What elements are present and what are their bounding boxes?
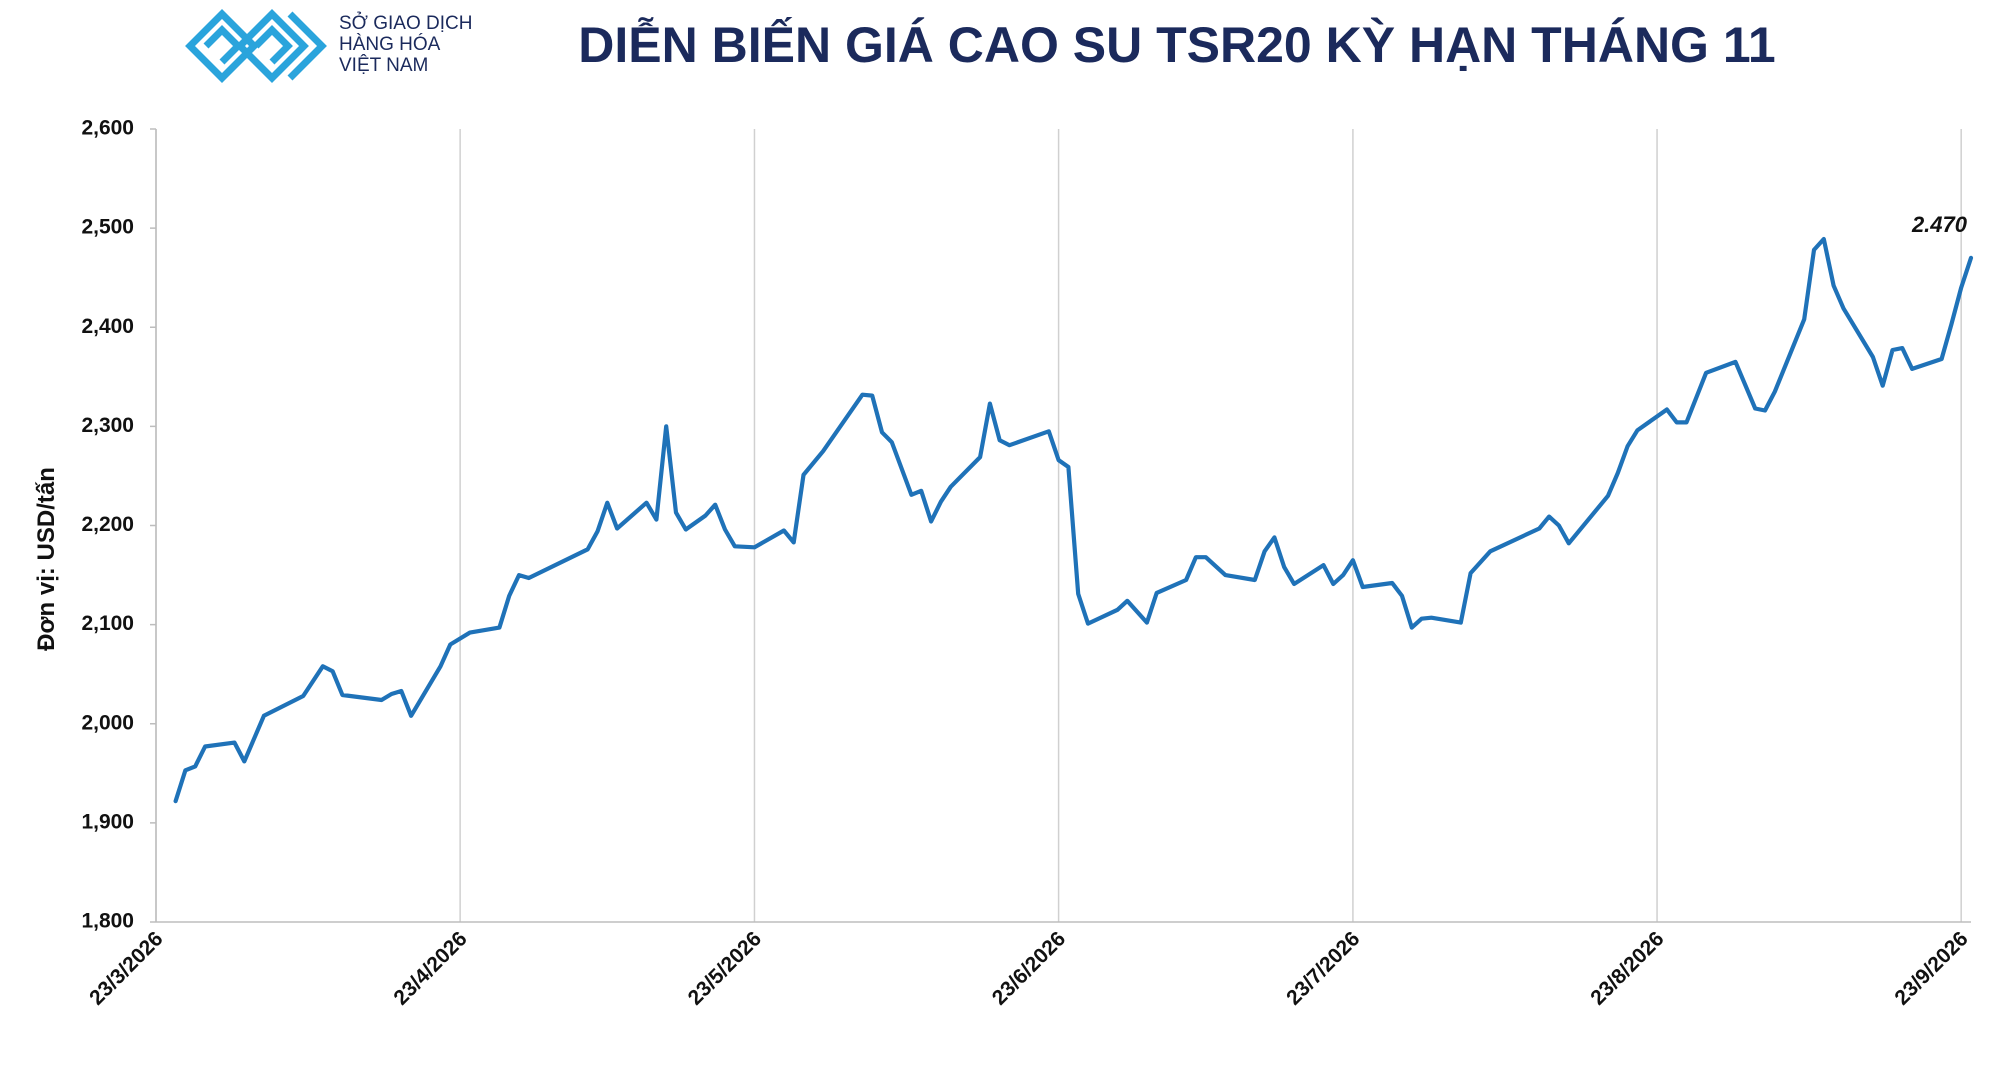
chart-title: DIỄN BIẾN GIÁ CAO SU TSR20 KỲ HẠN THÁNG … (578, 17, 1775, 73)
y-tick-label: 2,100 (81, 612, 134, 635)
x-tick-label: 23/9/2026 (1890, 927, 1972, 1009)
x-tick-label: 23/6/2026 (988, 927, 1070, 1009)
price-line (173, 236, 1974, 804)
logo-mark (253, 25, 293, 65)
y-tick-label: 2,000 (81, 711, 134, 734)
logo-mark (235, 9, 309, 83)
y-tick-label: 1,800 (81, 910, 134, 933)
x-tick-label: 23/4/2026 (389, 927, 471, 1009)
y-tick-label: 2,600 (81, 117, 134, 140)
y-tick-label: 2,200 (81, 513, 134, 536)
x-tick-label: 23/7/2026 (1282, 927, 1364, 1009)
logo-mark (203, 25, 243, 65)
logo-mark (287, 11, 327, 81)
logo-text: SỞ GIAO DỊCH (339, 12, 472, 34)
y-tick-label: 1,900 (81, 810, 134, 833)
y-tick-label: 2,300 (81, 414, 134, 437)
y-tick-label: 2,400 (81, 315, 134, 338)
logo-text: HÀNG HÓA (339, 33, 441, 55)
logo (185, 9, 327, 83)
y-axis-label: Đơn vị: USD/tấn (33, 467, 60, 651)
logo-mark (185, 9, 259, 83)
y-tick-label: 2,500 (81, 216, 134, 239)
x-tick-label: 23/8/2026 (1586, 927, 1668, 1009)
x-tick-label: 23/5/2026 (684, 927, 766, 1009)
x-tick-label: 23/3/2026 (85, 927, 167, 1009)
data-label: 2.470 (1911, 212, 1968, 237)
logo-text: VIỆT NAM (339, 54, 428, 76)
